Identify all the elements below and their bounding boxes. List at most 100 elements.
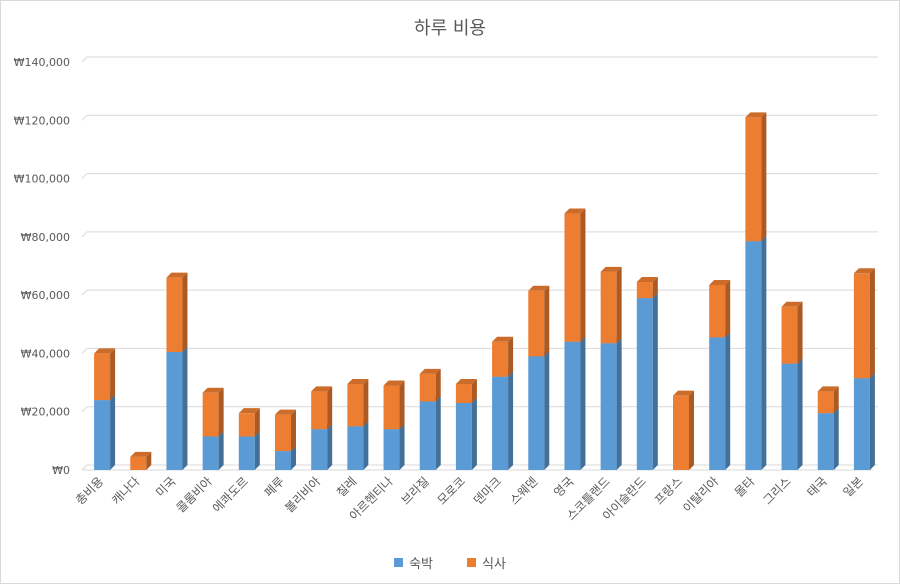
bar-front <box>745 117 762 242</box>
bar-top <box>94 348 116 354</box>
bar-front <box>745 241 762 470</box>
bar-side <box>363 421 369 470</box>
bar-side <box>580 208 586 342</box>
y-tick-label: ₩60,000 <box>21 289 70 302</box>
bar-side <box>471 397 477 470</box>
bar-side <box>761 236 767 470</box>
bar-front <box>311 391 328 430</box>
bar-top <box>673 390 694 396</box>
bar-front <box>455 402 472 470</box>
x-tick-label: 스웨덴 <box>507 474 540 507</box>
bar-front <box>709 284 726 338</box>
bar-lodging <box>817 408 839 470</box>
bar-lodging <box>636 293 658 470</box>
bar-front <box>564 341 581 470</box>
bar-front <box>817 413 834 470</box>
bar-side <box>580 336 586 470</box>
bar-lodging <box>781 358 803 470</box>
bar-lodging <box>600 338 622 470</box>
bar-lodging <box>202 431 224 470</box>
bar-meals <box>636 277 658 299</box>
bar-side <box>869 373 875 470</box>
bar-lodging <box>238 431 260 470</box>
bar-front <box>455 384 472 403</box>
bar-top <box>455 379 477 385</box>
bar-front <box>781 306 798 364</box>
bar-side <box>616 338 622 470</box>
bar-side <box>110 395 116 470</box>
bar-front <box>817 391 834 414</box>
bar-top <box>817 386 839 392</box>
bar-side <box>254 408 260 437</box>
bar-front <box>275 414 291 452</box>
bar-side <box>291 409 296 452</box>
bar-lodging <box>528 351 550 470</box>
bar-top <box>383 380 405 386</box>
bar-meals <box>673 390 694 470</box>
y-tick-label: ₩80,000 <box>21 231 70 244</box>
bar-side <box>182 272 188 352</box>
x-tick-label: 캐나다 <box>109 474 142 507</box>
gridline-depth <box>81 464 88 471</box>
bar-side <box>725 332 731 470</box>
bar-side <box>869 268 875 379</box>
bar-top <box>636 277 658 283</box>
bar-meals <box>528 285 550 357</box>
bar-side <box>761 112 767 242</box>
y-tick-label: ₩100,000 <box>14 173 70 186</box>
bar-top <box>600 266 622 272</box>
bar-top <box>166 272 188 278</box>
bar-side <box>652 293 658 470</box>
bar-lodging <box>745 236 767 470</box>
bar-top <box>238 408 260 414</box>
bar-side <box>652 277 658 299</box>
bar-front <box>492 376 509 470</box>
bar-side <box>797 301 803 364</box>
bar-top <box>781 301 803 307</box>
bar-front <box>673 395 689 470</box>
chart-title: 하루 비용 <box>414 18 486 39</box>
bar-side <box>399 380 405 430</box>
x-tick-label: 일본 <box>841 474 867 500</box>
bar-front <box>492 341 509 377</box>
bar-lodging <box>383 424 405 470</box>
bar-side <box>508 336 514 377</box>
bar-front <box>636 282 653 299</box>
bar-side <box>363 379 369 427</box>
bar-side <box>508 371 514 470</box>
x-tick-label: 볼리비아 <box>282 474 323 515</box>
bar-top <box>275 409 296 415</box>
bar-meals <box>94 348 116 401</box>
bar-front <box>94 353 111 401</box>
bar-front <box>636 298 653 470</box>
legend-item-meals: 식사 <box>467 553 506 572</box>
bar-lodging <box>455 397 477 470</box>
bar-meals <box>564 208 586 342</box>
legend-label-meals: 식사 <box>482 557 506 572</box>
bar-top <box>853 268 875 274</box>
gridline-depth <box>81 114 88 121</box>
bar-meals <box>492 336 514 377</box>
bar-front <box>383 429 400 470</box>
bar-side <box>435 368 441 402</box>
bar-meals <box>311 386 333 430</box>
bar-side <box>291 446 296 470</box>
bar-meals <box>455 379 477 403</box>
bar-front <box>202 392 219 437</box>
gridline-depth <box>81 56 88 63</box>
bar-meals <box>817 386 839 414</box>
bar-top <box>347 379 369 385</box>
bar-lodging <box>347 421 369 470</box>
bar-top <box>130 451 152 457</box>
bar-top <box>419 368 441 374</box>
bar-side <box>399 424 405 470</box>
bar-front <box>781 363 798 470</box>
bar-top <box>528 285 550 291</box>
x-tick-label: 미국 <box>153 474 179 500</box>
x-tick-label: 그리스 <box>760 474 793 507</box>
bar-meals <box>130 451 152 470</box>
x-tick-label: 칠레 <box>334 474 360 500</box>
bar-meals <box>275 409 296 452</box>
bar-lodging <box>311 424 333 470</box>
bar-top <box>492 336 514 342</box>
